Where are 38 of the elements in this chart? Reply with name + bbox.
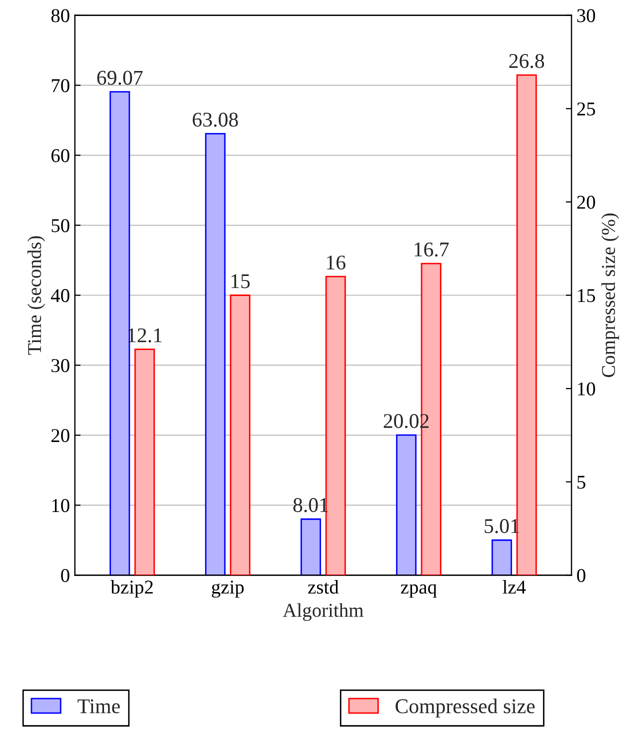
y-tick-label: 60 [51, 149, 70, 162]
data-label: 16.7 [414, 242, 449, 257]
bar [230, 294, 250, 576]
data-label: 16 [327, 256, 346, 270]
y-tick-label: 20 [51, 429, 70, 442]
y2-tick-label: 25 [577, 102, 596, 116]
y-tick-label: 0 [61, 568, 70, 582]
data-label: 26.8 [509, 54, 544, 68]
x-axis-title: Algorithm [282, 603, 364, 621]
y2-axis-title: Compressed size (%) [601, 213, 619, 378]
data-label: 15 [232, 274, 250, 288]
x-tick-label: zpaq [400, 584, 437, 598]
y2-tick-label: 30 [577, 9, 596, 22]
y-tick-label: 80 [51, 9, 70, 22]
bar [396, 434, 417, 576]
y-axis-title: Time (seconds) [27, 236, 46, 355]
y-tick-label: 30 [52, 359, 70, 372]
data-label: 69.07 [97, 70, 143, 85]
bar [300, 518, 322, 576]
legend-label: Compressed size [396, 698, 535, 718]
y2-tick-label: 0 [577, 568, 586, 582]
bar [205, 133, 226, 576]
x-tick-label: lz4 [502, 580, 526, 594]
y2-tick-label: 5 [577, 476, 586, 489]
y-tick-label: 40 [51, 289, 70, 302]
bar [134, 348, 155, 576]
y2-tick-label: 20 [577, 196, 596, 209]
y2-tick-label: 10 [578, 382, 596, 396]
y-tick-label: 10 [52, 499, 70, 512]
x-tick-label: gzip [212, 580, 244, 598]
bar [492, 539, 512, 576]
y-tick-label: 50 [52, 219, 70, 232]
x-tick-label: zstd [308, 580, 339, 594]
data-label: 63.08 [192, 112, 238, 127]
x-tick-label: bzip2 [110, 580, 153, 598]
y-tick-label: 70 [52, 79, 70, 92]
y2-tick-label: 15 [578, 289, 596, 302]
legend-label: Time [78, 699, 120, 714]
